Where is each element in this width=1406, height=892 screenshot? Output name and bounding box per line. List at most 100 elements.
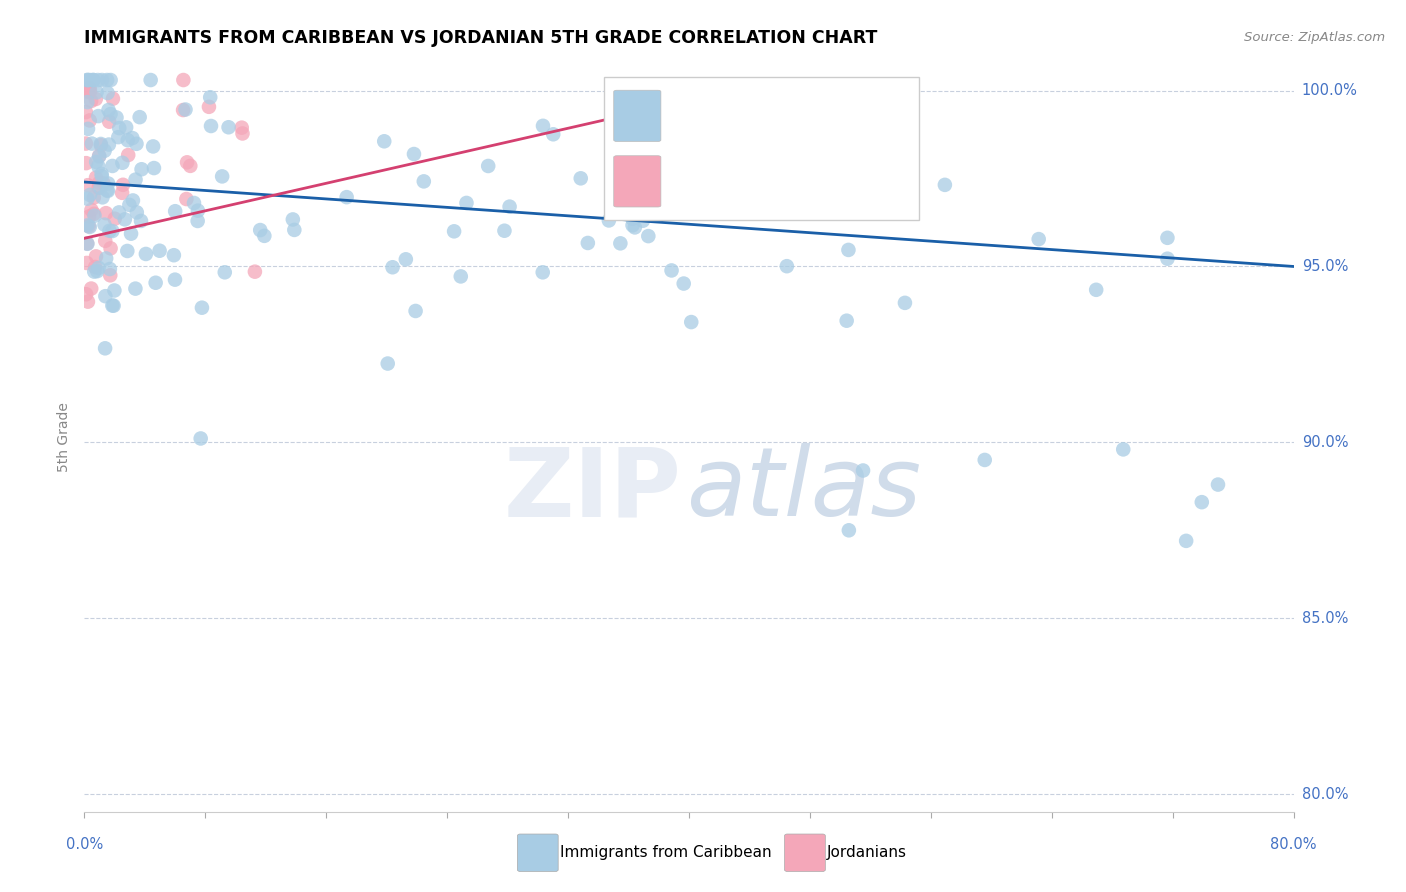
Point <box>84 260 107 274</box>
Point <box>76 192 98 206</box>
Point <box>837 243 859 257</box>
Point <box>187 203 209 218</box>
Point <box>94 289 117 303</box>
Point <box>96 183 118 197</box>
Point <box>176 192 198 206</box>
Point <box>125 205 148 219</box>
Point <box>84 170 107 185</box>
Point <box>1028 232 1050 246</box>
Point <box>973 453 995 467</box>
Point <box>89 181 111 195</box>
Point <box>838 524 860 538</box>
Point <box>79 82 101 96</box>
Point <box>183 196 205 211</box>
Point <box>253 228 276 243</box>
Point <box>770 156 793 170</box>
Point <box>90 169 112 184</box>
Text: IMMIGRANTS FROM CARIBBEAN VS JORDANIAN 5TH GRADE CORRELATION CHART: IMMIGRANTS FROM CARIBBEAN VS JORDANIAN 5… <box>84 29 877 47</box>
Point <box>176 155 198 169</box>
Point <box>100 107 122 121</box>
Point <box>86 264 108 278</box>
Point <box>94 341 117 355</box>
Point <box>80 136 103 151</box>
Point <box>934 178 956 192</box>
Point <box>89 149 111 163</box>
Point <box>94 206 117 220</box>
Point <box>111 178 134 192</box>
Point <box>249 223 271 237</box>
Point <box>200 90 222 104</box>
Point <box>87 159 110 173</box>
Point <box>76 236 98 251</box>
Point <box>373 134 395 148</box>
Text: Source: ZipAtlas.com: Source: ZipAtlas.com <box>1244 31 1385 45</box>
Point <box>450 269 472 284</box>
Point <box>187 214 209 228</box>
Point <box>142 139 165 153</box>
Point <box>83 207 105 221</box>
Point <box>80 202 103 217</box>
Point <box>75 105 97 120</box>
Point <box>381 260 404 275</box>
Point <box>90 167 112 181</box>
Point <box>714 192 737 206</box>
Point <box>336 190 359 204</box>
Text: 100.0%: 100.0% <box>1302 83 1358 98</box>
Point <box>200 119 222 133</box>
Point <box>76 73 98 87</box>
Point <box>97 103 120 117</box>
Point <box>1156 252 1178 266</box>
Point <box>86 85 108 99</box>
Point <box>405 304 427 318</box>
Text: 80.0%: 80.0% <box>1270 837 1317 852</box>
Point <box>894 296 917 310</box>
Point <box>77 219 100 234</box>
Point <box>498 200 520 214</box>
Point <box>1085 283 1108 297</box>
Point <box>569 171 592 186</box>
Point <box>90 138 112 153</box>
Point <box>98 268 121 283</box>
Point <box>191 301 214 315</box>
Point <box>531 119 554 133</box>
Point <box>214 265 236 279</box>
Point <box>100 241 122 255</box>
Point <box>211 169 233 184</box>
Text: Jordanians: Jordanians <box>827 846 907 860</box>
Point <box>83 190 105 204</box>
Point <box>75 85 97 99</box>
Point <box>661 263 683 277</box>
Point <box>80 281 103 295</box>
Point <box>174 103 197 117</box>
Point <box>91 73 114 87</box>
Point <box>120 227 142 241</box>
Point <box>142 161 165 175</box>
Point <box>129 214 152 228</box>
Point <box>117 133 139 147</box>
Point <box>84 92 107 106</box>
Point <box>624 220 647 235</box>
Point <box>1191 495 1213 509</box>
Point <box>218 120 240 135</box>
Point <box>111 186 134 200</box>
Text: Immigrants from Caribbean: Immigrants from Caribbean <box>560 846 772 860</box>
Point <box>149 244 172 258</box>
Point <box>125 136 148 151</box>
Text: 95.0%: 95.0% <box>1302 259 1348 274</box>
Text: ZIP: ZIP <box>503 443 681 536</box>
Point <box>621 211 644 226</box>
Point <box>79 73 101 87</box>
Point <box>108 205 131 219</box>
Point <box>93 218 115 232</box>
Text: 90.0%: 90.0% <box>1302 435 1348 450</box>
Point <box>443 224 465 238</box>
Point <box>105 111 128 125</box>
Point <box>104 211 127 226</box>
Point <box>631 213 654 227</box>
Point <box>76 219 98 233</box>
Point <box>76 236 98 251</box>
Point <box>77 210 100 224</box>
Point <box>737 175 759 189</box>
Point <box>835 314 858 328</box>
Point <box>165 204 187 219</box>
